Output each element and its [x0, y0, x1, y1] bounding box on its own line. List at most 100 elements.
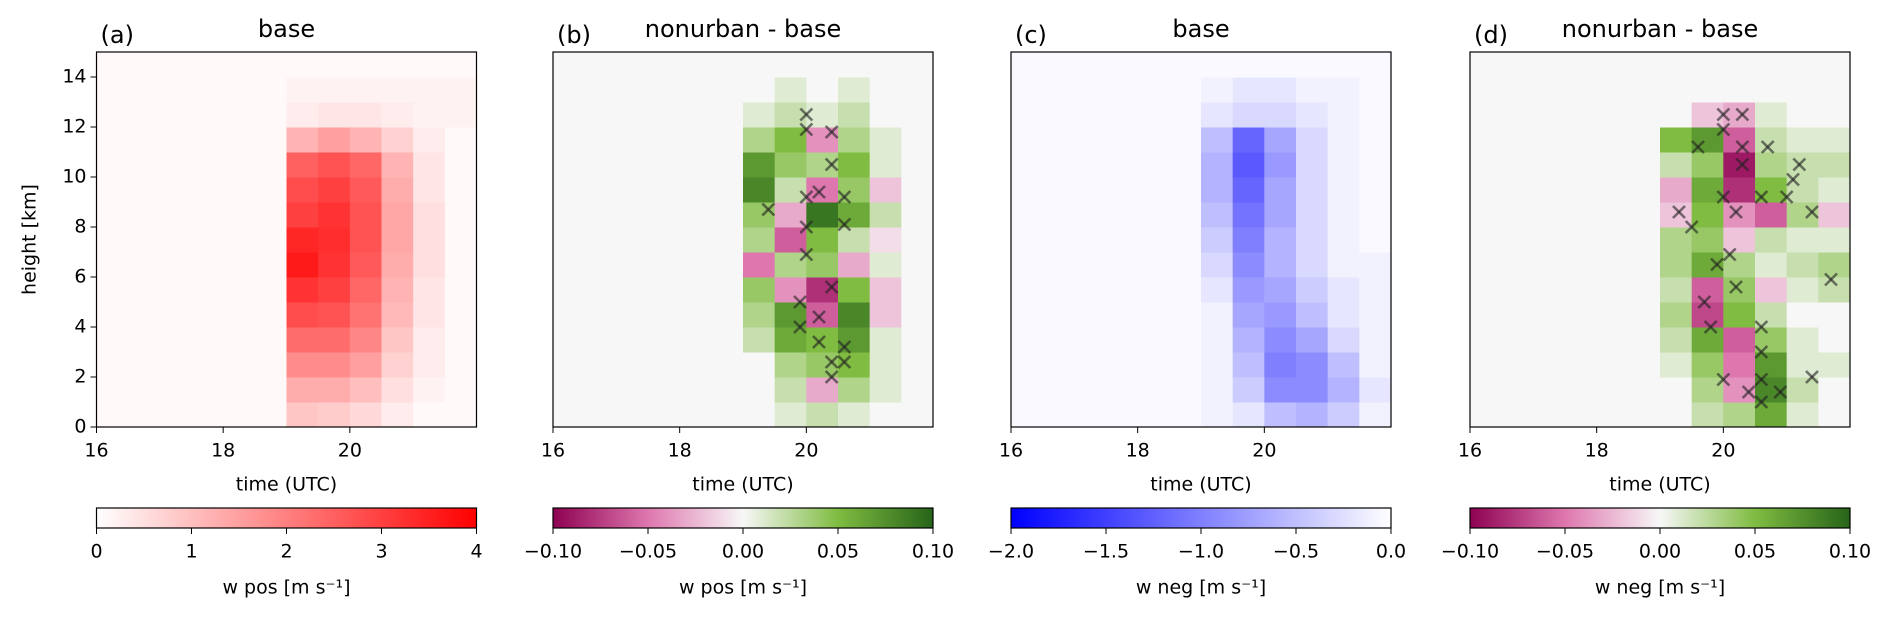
heatmap-cell	[553, 52, 586, 78]
heatmap-cell	[1818, 127, 1851, 153]
heatmap-cell	[679, 352, 712, 378]
heatmap-cell	[1201, 152, 1234, 178]
heatmap-cell	[648, 252, 681, 278]
heatmap-cell	[1074, 102, 1107, 128]
heatmap-cell	[869, 202, 902, 228]
heatmap-cell	[1565, 252, 1598, 278]
heatmap-cell	[774, 152, 807, 178]
colorbar-tick-label: −0.10	[524, 541, 582, 563]
heatmap-cell	[381, 227, 414, 253]
heatmap-cell	[1565, 402, 1598, 428]
heatmap-cell	[191, 252, 224, 278]
heatmap-cell	[1565, 202, 1598, 228]
heatmap-cell	[1533, 377, 1566, 403]
heatmap-cell	[584, 352, 617, 378]
heatmap-cell	[1042, 327, 1075, 353]
heatmap-cell	[223, 127, 256, 153]
significance-marker	[1722, 247, 1737, 262]
chart-title: nonurban - base	[1562, 15, 1758, 43]
heatmap-cell	[1818, 52, 1851, 78]
x-tick-label: 18	[211, 440, 235, 462]
heatmap-cell	[901, 277, 934, 303]
heatmap-cell	[1660, 77, 1693, 103]
heatmap-cell	[679, 202, 712, 228]
heatmap-cell	[711, 377, 744, 403]
heatmap-cell	[1501, 127, 1534, 153]
significance-marker	[1710, 257, 1724, 272]
heatmap-cell	[1327, 327, 1360, 353]
heatmap-cell	[901, 127, 934, 153]
x-tick-label: 18	[1585, 440, 1609, 462]
panel-label: (b)	[557, 21, 591, 49]
heatmap-cell	[1786, 77, 1819, 103]
marker-stroke	[1773, 385, 1788, 399]
heatmap-cell	[349, 102, 382, 128]
heatmap-cell	[1042, 202, 1075, 228]
heatmap-cell	[1042, 252, 1075, 278]
colorbar-tick-label: 0.00	[1639, 541, 1681, 563]
heatmap-cell	[1042, 277, 1075, 303]
heatmap-cell	[553, 227, 586, 253]
heatmap-cell	[1359, 152, 1392, 178]
heatmap-cell	[679, 77, 712, 103]
heatmap-cell	[616, 302, 649, 328]
heatmap-cell	[1660, 177, 1693, 203]
significance-marker	[1754, 320, 1769, 334]
heatmap-cell	[1296, 252, 1329, 278]
colorbar-tick-label: −1.5	[1083, 541, 1129, 563]
heatmap-cell	[1660, 152, 1693, 178]
heatmap-cell	[584, 327, 617, 353]
heatmap-cell	[1660, 52, 1693, 78]
heatmap-cell	[584, 152, 617, 178]
heatmap-cell	[1042, 302, 1075, 328]
heatmap-cell	[1201, 352, 1234, 378]
heatmap-cell	[286, 277, 319, 303]
heatmap-cell	[774, 277, 807, 303]
heatmap-cell	[1818, 402, 1851, 428]
significance-marker	[1729, 205, 1743, 219]
heatmap-cell	[1074, 377, 1107, 403]
heatmap-cell	[1755, 127, 1788, 153]
heatmap-cell	[1596, 327, 1629, 353]
heatmap-cell	[1201, 227, 1234, 253]
colorbar	[95, 507, 478, 529]
heatmap-cell	[1723, 77, 1756, 103]
heatmap-cell	[1818, 377, 1851, 403]
heatmap-cell	[1074, 327, 1107, 353]
heatmap-cell	[1818, 277, 1851, 303]
heatmap-cell	[96, 52, 129, 78]
marker-stroke	[812, 335, 826, 349]
heatmap-cell	[648, 277, 681, 303]
heatmap-cell	[128, 277, 161, 303]
heatmap-cell	[774, 252, 807, 278]
heatmap-cell	[1137, 177, 1170, 203]
heatmap-cell	[381, 402, 414, 428]
heatmap-cell	[711, 202, 744, 228]
heatmap-cell	[1596, 252, 1629, 278]
heatmap-cell	[318, 227, 351, 253]
heatmap-cell	[648, 402, 681, 428]
heatmap-cell	[679, 302, 712, 328]
heatmap-cell	[1011, 377, 1044, 403]
heatmap-cell	[1755, 77, 1788, 103]
heatmap-cell	[1011, 77, 1044, 103]
marker-stroke	[1722, 247, 1737, 262]
heatmap-cell	[1470, 402, 1503, 428]
heatmap-cell	[1011, 52, 1044, 78]
heatmap-cell	[901, 352, 934, 378]
heatmap-cell	[1786, 277, 1819, 303]
heatmap-cell	[1628, 52, 1661, 78]
heatmap-cell	[711, 252, 744, 278]
heatmap-cell	[1723, 177, 1756, 203]
heatmap-cell	[159, 177, 192, 203]
heatmap-cell	[381, 327, 414, 353]
heatmap-cell	[648, 127, 681, 153]
heatmap-cell	[1596, 227, 1629, 253]
heatmap-cell	[1327, 277, 1360, 303]
heatmap-cell	[1106, 227, 1139, 253]
heatmap-cell	[1501, 402, 1534, 428]
heatmap-cell	[1501, 152, 1534, 178]
heatmap-cell	[1359, 327, 1392, 353]
heatmap-cell	[1264, 302, 1297, 328]
heatmap-cell	[1327, 202, 1360, 228]
